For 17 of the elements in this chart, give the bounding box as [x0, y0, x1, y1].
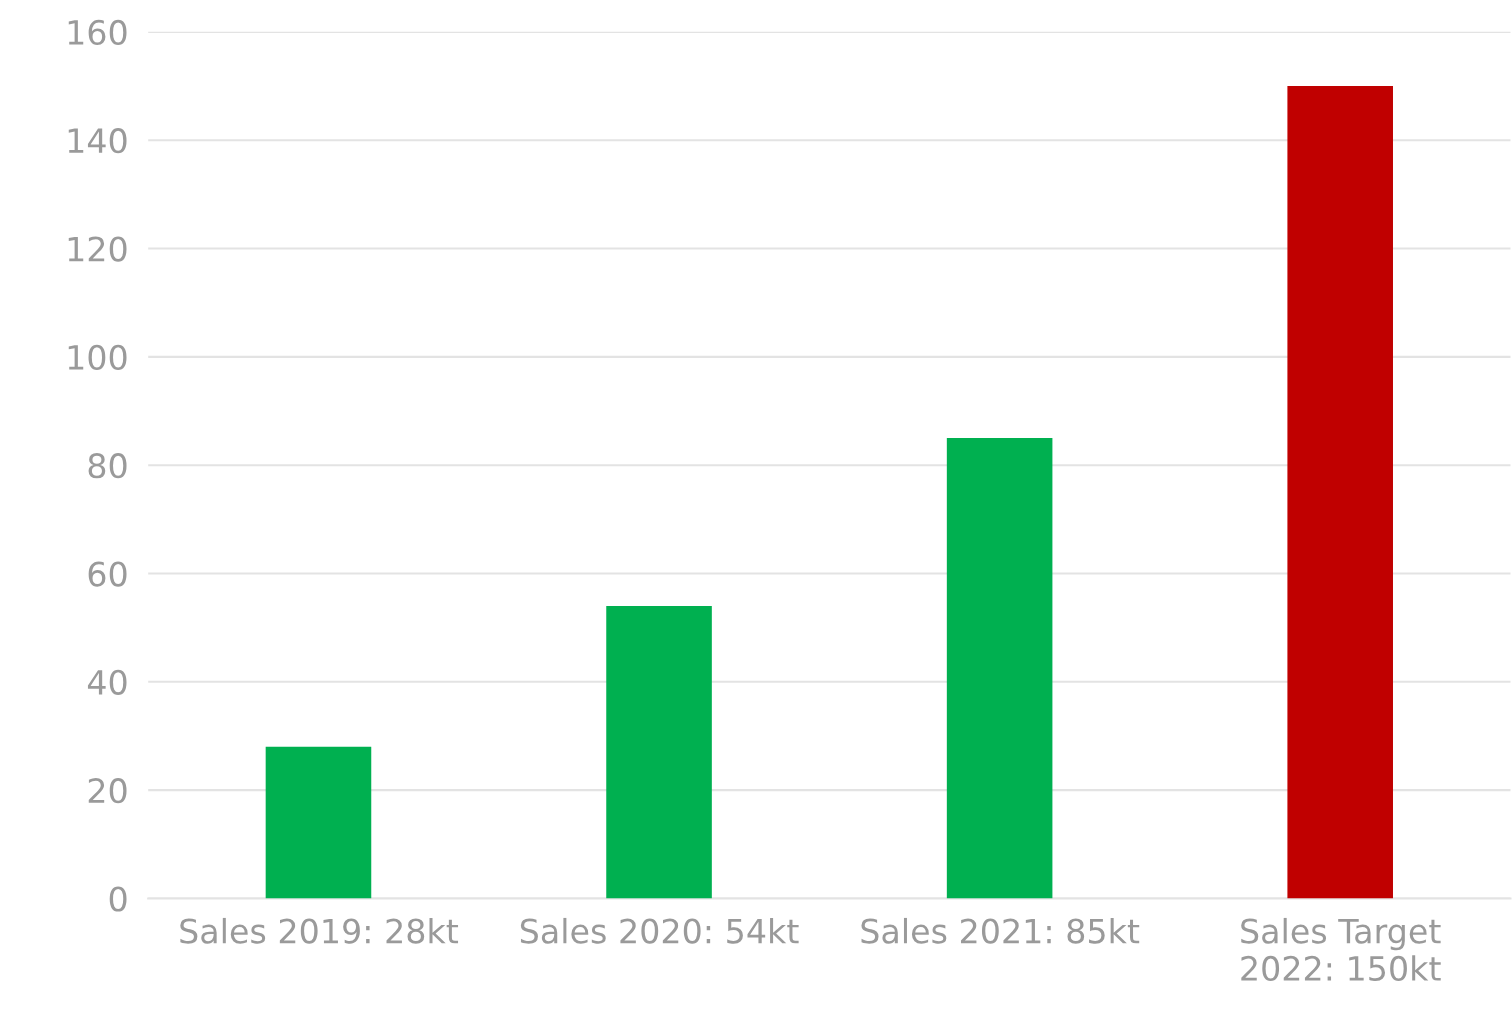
bar [606, 605, 712, 899]
bar [265, 746, 372, 899]
x-tick-label: Sales 2019: 28kt [180, 917, 459, 944]
y-tick-label: 120 [68, 236, 127, 262]
x-tick-label: Sales 2020: 54kt [520, 917, 799, 944]
x-tick-label: Sales 2021: 85kt [861, 917, 1140, 944]
y-tick-label: 140 [68, 128, 127, 154]
y-tick-label: 160 [68, 19, 127, 46]
bar [1287, 86, 1393, 899]
y-tick-label: 20 [88, 778, 127, 804]
bar [946, 438, 1053, 899]
y-tick-label: 100 [68, 344, 127, 370]
y-tick-label: 60 [88, 561, 127, 587]
x-tick-label: Sales Target 2022: 150kt [1241, 917, 1441, 982]
y-tick-label: 80 [88, 453, 127, 479]
y-tick-label: 40 [87, 669, 127, 695]
y-tick-label: 0 [109, 886, 127, 912]
